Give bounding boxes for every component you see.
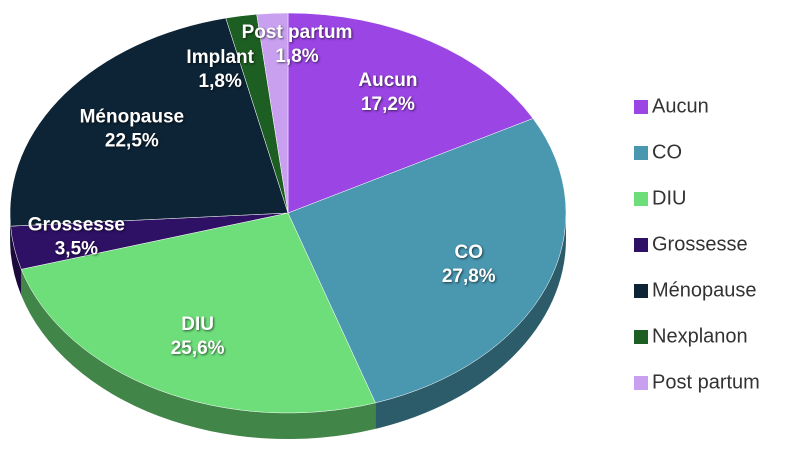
legend-swatch: [634, 284, 648, 298]
slice-label: DIU: [181, 314, 214, 335]
slice-label: Grossesse: [28, 214, 125, 235]
slice-value-label: 1,8%: [275, 46, 318, 67]
legend-swatch: [634, 100, 648, 114]
legend-swatch: [634, 146, 648, 160]
slice: [287, 12, 534, 214]
slice-label: Implant: [186, 47, 254, 68]
slice-value-label: 1,8%: [199, 71, 242, 92]
legend-swatch: [634, 376, 648, 390]
slice-value-label: 25,6%: [171, 338, 225, 359]
slice-label: Aucun: [358, 70, 417, 91]
slice-value-label: 27,8%: [442, 266, 496, 287]
slice-label: CO: [455, 242, 484, 263]
legend-swatch: [634, 238, 648, 252]
slice: [9, 17, 289, 227]
legend-label: CO: [652, 141, 682, 163]
legend-swatch: [634, 192, 648, 206]
slice-value-label: 3,5%: [55, 238, 98, 259]
slice-side: [375, 213, 566, 429]
slice: [20, 212, 376, 414]
slice-label: Post partum: [242, 22, 353, 43]
legend-label: Nexplanon: [652, 325, 748, 347]
legend-label: DIU: [652, 187, 686, 209]
legend-swatch: [634, 330, 648, 344]
slice: [287, 118, 567, 404]
slice-side: [21, 269, 376, 439]
legend-label: Grossesse: [652, 233, 748, 255]
legend-label: Aucun: [652, 95, 709, 117]
slice-value-label: 17,2%: [361, 94, 415, 115]
slice: [256, 12, 289, 214]
slice-side: [10, 226, 22, 296]
slice-label: Ménopause: [80, 106, 185, 127]
legend-label: Post partum: [652, 371, 760, 393]
slice-value-label: 22,5%: [105, 130, 159, 151]
legend-label: Ménopause: [652, 279, 757, 301]
